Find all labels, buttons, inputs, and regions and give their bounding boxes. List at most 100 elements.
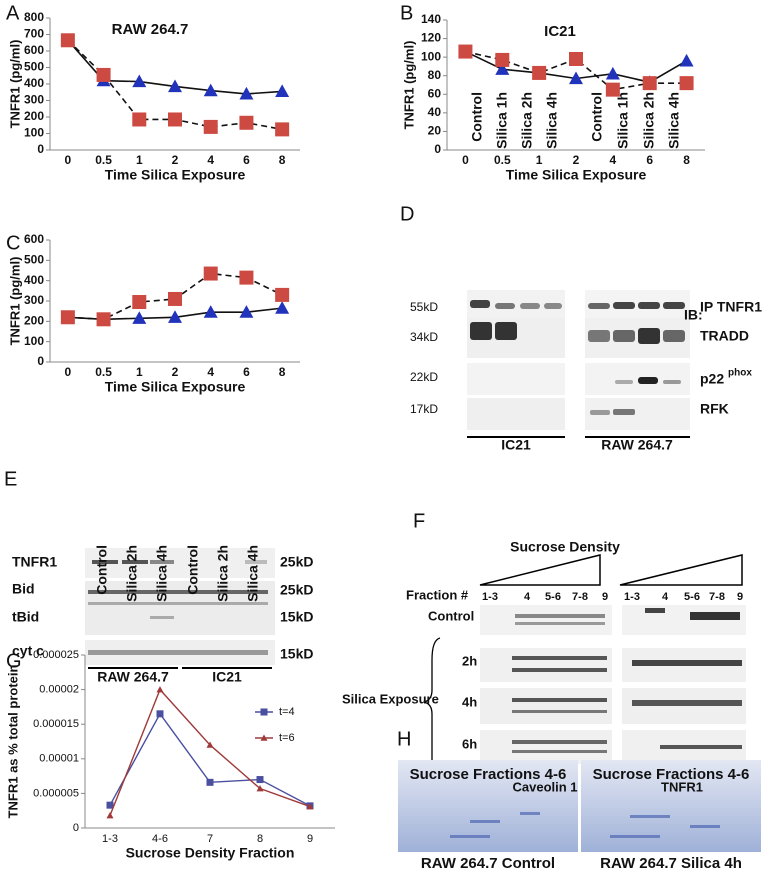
y-tick-label: 0	[73, 822, 79, 834]
size-label: 25kD	[280, 582, 313, 598]
lane-label: Silica 1h	[615, 92, 631, 149]
y-tick-label: 20	[428, 124, 442, 138]
y-tick-label: 0	[37, 142, 44, 156]
legend-label: t=4	[279, 706, 295, 718]
y-tick-label: 0	[37, 354, 44, 368]
x-tick-label: 2	[172, 365, 179, 379]
y-axis-label: TNFR1 (pg/ml)	[401, 41, 416, 130]
lane-label: Silica 4h	[666, 92, 682, 149]
y-tick-label: 200	[24, 314, 44, 328]
blot-e	[85, 548, 275, 669]
marker	[605, 66, 620, 80]
blot-strip	[585, 363, 690, 395]
x-tick-label: 0	[462, 153, 469, 167]
gel-caption: RAW 264.7 Silica 4h	[600, 855, 742, 872]
y-tick-label: 0.000025	[33, 649, 79, 661]
marker	[206, 778, 214, 786]
marker	[679, 53, 694, 67]
fraction: 1-3	[482, 591, 498, 603]
y-tick-label: 100	[24, 334, 44, 348]
gel-caption: RAW 264.7 Control	[421, 855, 555, 872]
marker	[239, 305, 254, 318]
fraction: 9	[737, 591, 743, 603]
marker	[168, 79, 182, 93]
fraction: 7-8	[709, 591, 725, 603]
x-tick-label: 6	[243, 365, 250, 379]
legend-label: t=6	[279, 732, 295, 744]
y-tick-label: 400	[24, 273, 44, 287]
x-tick-label: 2	[573, 153, 580, 167]
legend-marker	[260, 708, 268, 716]
x-tick-label: 2	[172, 153, 179, 167]
marker	[532, 65, 547, 80]
marker	[239, 86, 254, 100]
x-tick-label: 8	[683, 153, 690, 167]
panel-label: B	[400, 2, 413, 24]
marker	[96, 67, 111, 82]
marker	[203, 119, 218, 134]
row-label: Bid	[12, 581, 35, 597]
marker	[239, 270, 254, 285]
marker	[106, 801, 114, 809]
chart-title: RAW 264.7	[112, 21, 189, 38]
x-tick-label: 4	[207, 153, 214, 167]
blot-strip	[467, 363, 565, 395]
marker	[569, 52, 583, 66]
x-tick-label: 0	[65, 153, 72, 167]
y-tick-label: 600	[24, 232, 44, 246]
group-label: IC21	[212, 669, 242, 685]
x-tick-label: 1-3	[102, 833, 118, 845]
y-tick-label: 500	[24, 253, 44, 267]
lane-label: Control	[469, 92, 485, 142]
marker	[156, 686, 164, 693]
y-tick-label: 300	[24, 93, 44, 107]
gels-h	[398, 760, 761, 852]
panel-label: F	[413, 510, 425, 532]
row-label: Control	[428, 608, 474, 623]
marker	[275, 301, 290, 314]
target-superscript: phox	[728, 368, 752, 379]
size-label: 22kD	[410, 370, 438, 384]
y-tick-label: 800	[24, 10, 44, 24]
y-tick-label: 120	[421, 31, 441, 45]
x-tick-label: 0.5	[95, 365, 112, 379]
marker	[132, 295, 147, 310]
panel-label: D	[400, 203, 414, 225]
lane-label: Silica 2h	[519, 92, 535, 149]
y-axis-label: TNFR1 as % total protein	[5, 665, 20, 819]
marker	[495, 62, 510, 75]
y-tick-label: 140	[421, 12, 441, 26]
marker	[239, 115, 254, 130]
blot-strip	[467, 398, 565, 430]
panel-label: E	[4, 468, 17, 490]
x-axis-label: Time Silica Exposure	[105, 167, 246, 183]
blot-label: Caveolin 1	[512, 779, 577, 794]
marker	[60, 310, 75, 325]
marker	[306, 803, 314, 810]
size-label: 55kD	[410, 300, 438, 314]
chart-title: IC21	[544, 23, 576, 40]
marker	[203, 83, 218, 97]
x-tick-label: 9	[307, 833, 313, 845]
size-label: 34kD	[410, 330, 438, 344]
x-tick-label: 0	[65, 365, 72, 379]
y-tick-label: 700	[24, 27, 44, 41]
lane-label: Control	[94, 545, 110, 595]
target-label: RFK	[700, 401, 729, 417]
y-tick-label: 200	[24, 109, 44, 123]
blot-label: TNFR1	[661, 779, 703, 794]
fraction: 9	[602, 591, 608, 603]
marker	[96, 312, 111, 327]
x-tick-label: 6	[243, 153, 250, 167]
row-label: cyt c	[12, 643, 44, 659]
y-tick-label: 0.000015	[33, 718, 79, 730]
marker	[203, 305, 218, 318]
blot-d	[467, 290, 690, 438]
lane-label: Silica 4h	[154, 545, 170, 602]
lane-label: Silica 2h	[215, 545, 231, 602]
y-tick-label: 500	[24, 60, 44, 74]
lane-label: Control	[589, 92, 605, 142]
treatment-label: Silica Exposure	[342, 691, 439, 706]
x-tick-label: 4	[610, 153, 617, 167]
